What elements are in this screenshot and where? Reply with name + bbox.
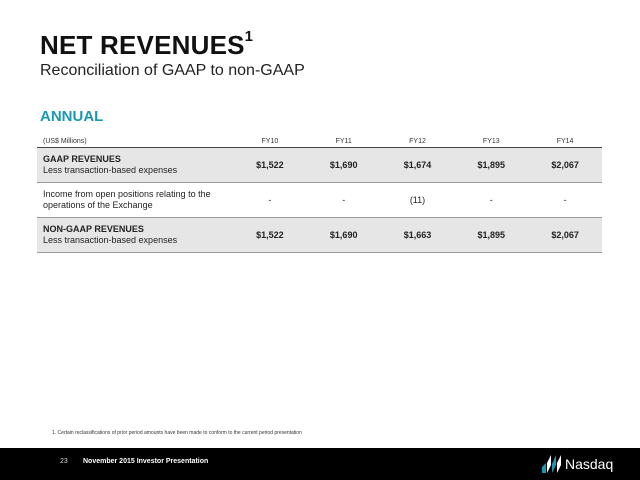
table-row-gaap: GAAP REVENUES Less transaction-based expe…	[37, 147, 602, 183]
table-cell: $1,895	[454, 147, 529, 183]
table-cell: -	[233, 182, 307, 218]
table-cell: $1,690	[306, 217, 381, 253]
table-row-adjustment: Income from open positions relating to t…	[37, 182, 602, 218]
unit-label: (US$ Millions)	[43, 137, 87, 145]
column-header: FY10	[261, 137, 279, 145]
footnote: 1. Certain reclassifications of prior pe…	[52, 430, 302, 436]
page-title: NET REVENUES1	[40, 28, 254, 60]
table-cell: $1,663	[380, 217, 455, 253]
table-row-non-gaap: NON-GAAP REVENUES Less transaction-based …	[37, 217, 602, 253]
column-header: FY11	[335, 137, 352, 145]
table-cell: $1,690	[306, 147, 381, 183]
table-cell: -	[306, 182, 381, 218]
row-subtitle: Less transaction-based expenses	[43, 165, 178, 175]
row-label: NON-GAAP REVENUES Less transaction-based …	[37, 217, 233, 253]
table-cell: (11)	[380, 182, 455, 218]
row-label: GAAP REVENUES Less transaction-based expe…	[37, 147, 233, 183]
table-cell: $1,674	[380, 147, 455, 183]
footer-bar: 23 November 2015 Investor Presentation N…	[0, 448, 640, 480]
row-title: GAAP REVENUES	[43, 154, 121, 164]
table-cell: $2,067	[528, 147, 602, 183]
table-cell: $2,067	[528, 217, 602, 253]
column-header: FY13	[482, 137, 500, 145]
section-heading: ANNUAL	[40, 108, 104, 125]
nasdaq-logo: Nasdaq	[540, 454, 613, 474]
presentation-title: November 2015 Investor Presentation	[83, 458, 209, 465]
column-header: FY14	[556, 137, 574, 145]
table-header-row: (US$ Millions) FY10 FY11 FY12 FY13 FY14	[37, 135, 602, 148]
table-cell: -	[528, 182, 602, 218]
row-title: NON-GAAP REVENUES	[43, 224, 144, 234]
table-cell: $1,895	[454, 217, 529, 253]
table-cell: $1,522	[233, 217, 307, 253]
nasdaq-logo-icon	[542, 455, 561, 473]
column-header: FY12	[409, 137, 426, 145]
logo-text: Nasdaq	[565, 456, 614, 472]
table-cell: $1,522	[233, 147, 307, 183]
revenue-table: (US$ Millions) FY10 FY11 FY12 FY13 FY14 …	[37, 135, 602, 253]
table-cell: -	[454, 182, 529, 218]
row-subtitle: Less transaction-based expenses	[43, 235, 178, 245]
page-number: 23	[60, 458, 68, 465]
title-footnote-marker: 1	[244, 28, 254, 45]
row-label: Income from open positions relating to t…	[37, 182, 233, 218]
page-subtitle: Reconciliation of GAAP to non-GAAP	[40, 62, 305, 79]
